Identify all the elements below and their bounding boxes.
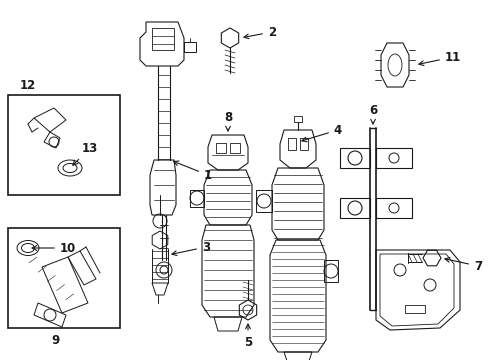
Bar [8,95,120,195]
Text: 10: 10 [32,242,76,255]
Bar [287,138,295,150]
Text: 9: 9 [51,334,59,347]
Text: 8: 8 [224,111,232,131]
Bar [293,116,302,122]
Text: 1: 1 [173,161,212,181]
Bar [404,305,424,313]
Text: 12: 12 [20,79,36,92]
Text: 5: 5 [244,324,252,348]
Text: 3: 3 [172,240,210,256]
Bar [8,228,120,328]
Text: 6: 6 [368,104,376,124]
Text: 2: 2 [244,26,276,39]
Text: 13: 13 [73,141,98,165]
Bar [299,138,307,150]
Text: 11: 11 [418,50,460,66]
Text: 7: 7 [444,257,481,273]
Bar [152,28,174,50]
Bar [216,143,225,153]
Bar [229,143,240,153]
Text: 4: 4 [301,123,342,142]
